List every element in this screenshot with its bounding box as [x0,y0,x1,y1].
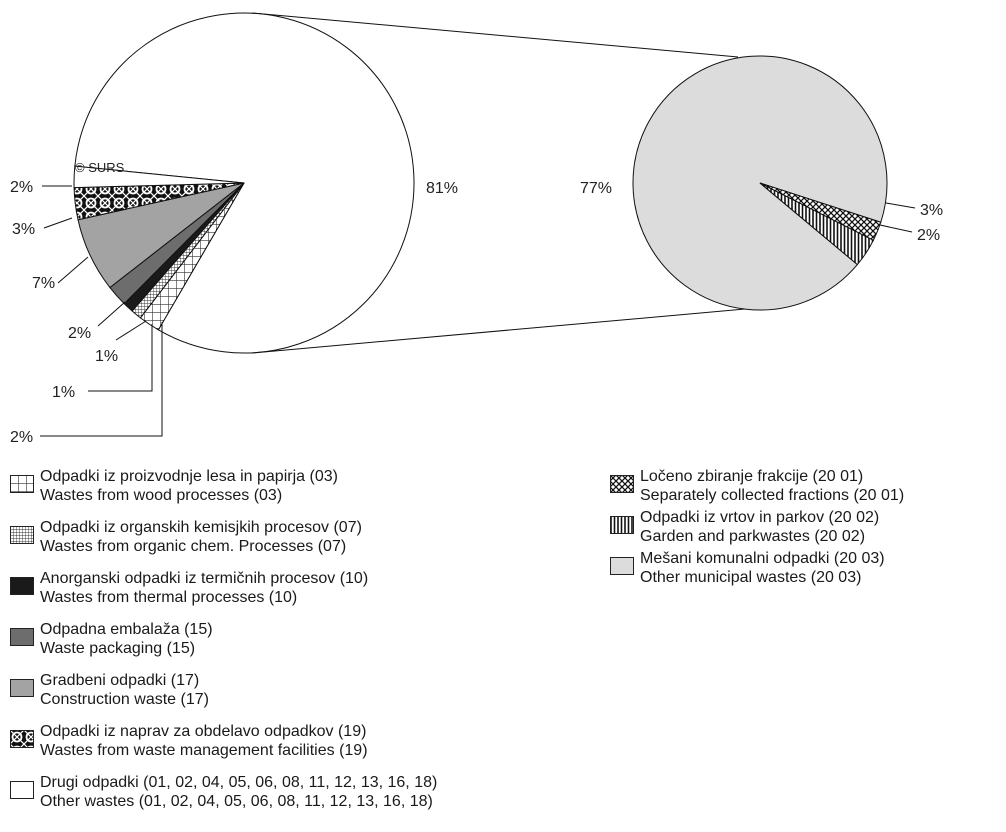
label-leader-line [885,202,916,209]
legend-swatch [10,781,34,799]
slice-label: 77% [580,180,612,197]
pie-slice [74,12,415,354]
slice-label: 81% [426,180,458,197]
slice-label: 1% [52,384,75,401]
legend-item: Odpadna embalaža (15) Waste packaging (15… [10,620,430,666]
legend-label-sl: Ločeno zbiranje frakcije (20 01) [640,468,864,485]
legend-item: Mešani komunalni odpadki (20 03) Other mu… [610,549,1006,595]
slice-label: 2% [10,429,33,446]
pie-connector-lines [251,12,746,354]
slice-label: 3% [12,221,35,238]
label-leader-line [97,301,126,327]
pie-municipal-waste [632,55,888,311]
legend-swatch [610,475,634,493]
legend-item: Gradbeni odpadki (17) Construction waste … [10,671,430,717]
slice-label: 7% [32,275,55,292]
legend-label-sl: Odpadki iz proizvodnje lesa in papirja (… [40,468,338,485]
legend-label-sl: Odpadki iz naprav za obdelavo odpadkov (… [40,723,367,740]
legend-swatch [10,628,34,646]
watermark: © SURS [75,160,125,175]
legend-label-sl: Anorganski odpadki iz termičnih procesov… [40,570,369,587]
legend-swatch [10,577,34,595]
legend-label-sl: Odpadki iz vrtov in parkov (20 02) [640,509,880,526]
legend-label-en: Construction waste (17) [40,691,209,708]
legend-swatch [10,679,34,697]
legend-label-en: Wastes from thermal processes (10) [40,589,298,606]
pie-slice [73,165,245,189]
connector-line-top [251,12,739,58]
legend-swatch [10,475,34,493]
legend-swatch [610,557,634,575]
label-leader-line [879,224,913,233]
label-leader-line [40,322,163,437]
legend-label-en: Wastes from organic chem. Processes (07) [40,538,347,555]
legend-label-en: Other municipal wastes (20 03) [640,569,862,586]
legend-label-en: Separately collected fractions (20 01) [640,487,905,504]
pie-total-labels: 81%2%1%1%2%7%3%2% [10,179,458,446]
label-leader-line [115,320,147,341]
legend-swatch [610,516,634,534]
legend-label-en: Other wastes (01, 02, 04, 05, 06, 08, 11… [40,793,433,810]
slice-label: 1% [95,348,118,365]
pie-slice [759,182,882,241]
legend-swatch [10,526,34,544]
legend-swatch [10,730,34,748]
legend-item: Odpadki iz vrtov in parkov (20 02) Garden… [610,508,1006,554]
slice-label: 2% [917,227,940,244]
pie-total-waste [73,12,415,354]
legend-item: Odpadki iz naprav za obdelavo odpadkov (… [10,722,430,768]
connector-line-bottom [251,308,746,354]
legend-item: Odpadki iz proizvodnje lesa in papirja (… [10,467,430,513]
label-leader-line [88,324,153,392]
legend-label-en: Waste packaging (15) [40,640,196,657]
legend-label-en: Garden and parkwastes (20 02) [640,528,866,545]
slice-label: 2% [10,179,33,196]
legend-label-sl: Drugi odpadki (01, 02, 04, 05, 06, 08, 1… [40,774,438,791]
legend-label-sl: Odpadna embalaža (15) [40,621,213,638]
legend-label-sl: Odpadki iz organskih kemisjkih procesov … [40,519,362,536]
label-leader-line [57,256,89,284]
legend-label-en: Wastes from waste management facilities … [40,742,368,759]
legend-item: Drugi odpadki (01, 02, 04, 05, 06, 08, 1… [10,773,437,819]
pie-chart-area: 81%2%1%1%2%7%3%2% 77%3%2% © SURS [10,12,943,446]
pie-municipal-labels: 77% 3% 2% [580,180,943,244]
legend-item: Ločeno zbiranje frakcije (20 01) Separate… [610,467,1006,513]
slice-label: 3% [920,202,943,219]
label-leader-line [43,217,73,229]
legend-label-en: Wastes from wood processes (03) [40,487,283,504]
legend-item: Odpadki iz organskih kemisjkih procesov … [10,518,430,564]
legend-item: Anorganski odpadki iz termičnih procesov… [10,569,430,615]
legend-label-sl: Gradbeni odpadki (17) [40,672,200,689]
slice-label: 2% [68,325,91,342]
legend-label-sl: Mešani komunalni odpadki (20 03) [640,550,885,567]
